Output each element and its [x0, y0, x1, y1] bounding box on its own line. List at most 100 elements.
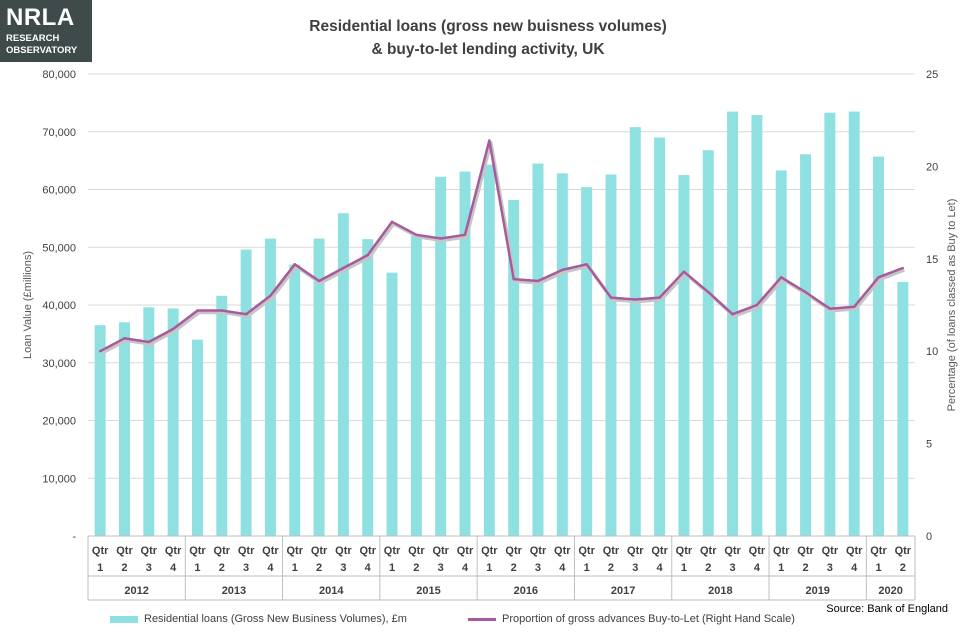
legend-bar: Residential loans (Gross New Business Vo…	[110, 613, 407, 625]
bar	[94, 325, 106, 536]
quarter-label-number: 4	[657, 562, 664, 574]
year-label: 2015	[416, 585, 440, 597]
line-point	[634, 298, 637, 301]
quarter-label-word: Qtr	[214, 545, 231, 557]
nrla-logo: NRLA RESEARCH OBSERVATORY	[0, 0, 92, 62]
y-tick-label: 70,000	[42, 127, 76, 139]
year-label: 2014	[319, 585, 344, 597]
year-label: 2013	[222, 585, 246, 597]
logo-line1: RESEARCH	[6, 33, 60, 44]
bar	[678, 175, 690, 536]
quarter-label-number: 4	[754, 562, 761, 574]
bar	[775, 170, 787, 536]
line-point	[439, 237, 442, 240]
line-point	[244, 313, 248, 316]
line-point	[98, 350, 102, 353]
year-label: 2017	[611, 585, 635, 597]
quarter-label-number: 2	[511, 562, 517, 574]
quarter-label-number: 3	[535, 562, 541, 574]
y-tick-label: 60,000	[42, 185, 76, 197]
quarter-label-number: 1	[875, 562, 881, 574]
quarter-label-word: Qtr	[92, 545, 109, 557]
quarter-label-word: Qtr	[481, 545, 498, 557]
bar	[410, 235, 422, 536]
y-tick-label: 80,000	[42, 69, 76, 81]
quarter-label-word: Qtr	[287, 545, 304, 557]
logo-brand: NRLA	[6, 4, 75, 31]
line-point	[585, 263, 588, 266]
year-label: 2020	[878, 585, 902, 597]
line-point	[123, 337, 126, 340]
quarter-label-word: Qtr	[724, 545, 741, 557]
y2-tick-label: 5	[926, 439, 932, 451]
quarter-label-number: 3	[340, 562, 346, 574]
quarter-label-number: 1	[584, 562, 590, 574]
quarter-label-word: Qtr	[189, 545, 206, 557]
bar	[897, 281, 909, 536]
bar	[435, 176, 447, 537]
quarter-label-number: 3	[827, 562, 833, 574]
quarter-label-word: Qtr	[141, 545, 158, 557]
source-note: Source: Bank of England	[826, 603, 948, 615]
quarter-label-word: Qtr	[773, 545, 790, 557]
line-point	[561, 268, 564, 272]
line-point	[196, 309, 199, 312]
quarter-label-number: 2	[219, 562, 225, 574]
bar	[751, 115, 763, 536]
y-axis-left-ticks: - 10,000 20,000 30,000 40,000 50,000 60,000 70,…	[42, 69, 76, 543]
bar	[289, 264, 301, 536]
quarter-label-number: 1	[778, 562, 784, 574]
quarter-label-number: 2	[413, 562, 419, 574]
bar	[483, 164, 495, 537]
quarter-label-number: 4	[170, 562, 177, 574]
line-point	[682, 270, 686, 273]
bar	[727, 111, 739, 536]
quarter-label-number: 4	[365, 562, 372, 574]
y2-tick-label: 15	[926, 254, 938, 266]
bar	[191, 339, 203, 536]
quarter-label-word: Qtr	[651, 545, 668, 557]
year-label: 2016	[514, 585, 538, 597]
y2-tick-label: 0	[926, 531, 932, 543]
line-point	[293, 263, 296, 266]
year-label: 2018	[708, 585, 732, 597]
line-point	[342, 266, 345, 270]
legend-bar-swatch	[110, 615, 138, 623]
quarter-label-word: Qtr	[870, 545, 887, 557]
logo-line2: OBSERVATORY	[6, 45, 78, 56]
bar	[532, 163, 544, 536]
quarter-label-number: 2	[608, 562, 614, 574]
legend-line-label: Proportion of gross advances Buy-to-Let …	[502, 613, 795, 625]
year-label: 2012	[124, 585, 148, 597]
quarter-label-word: Qtr	[895, 545, 912, 557]
y-tick-label: 20,000	[42, 416, 76, 428]
bar	[337, 213, 349, 537]
bar	[216, 295, 228, 536]
line-point	[755, 303, 759, 307]
y-tick-label: -	[72, 531, 76, 543]
line-point	[877, 276, 880, 279]
bar	[824, 112, 836, 536]
legend-line: Proportion of gross advances Buy-to-Let …	[468, 613, 795, 625]
quarter-label-number: 4	[267, 562, 274, 574]
quarter-label-number: 3	[730, 562, 736, 574]
quarter-label-word: Qtr	[311, 545, 328, 557]
bar	[240, 249, 252, 536]
quarter-label-number: 4	[462, 562, 469, 574]
line-point	[269, 294, 272, 297]
line-point	[536, 279, 540, 283]
bar	[313, 238, 325, 536]
quarter-label-word: Qtr	[408, 545, 425, 557]
line-point	[658, 296, 661, 299]
quarter-label-number: 1	[97, 562, 103, 574]
bar	[702, 150, 714, 537]
quarter-label-word: Qtr	[384, 545, 401, 557]
quarter-label-number: 2	[316, 562, 322, 574]
line-point	[828, 307, 832, 310]
quarter-label-word: Qtr	[749, 545, 766, 557]
quarter-label-number: 3	[243, 562, 249, 574]
quarter-label-number: 3	[632, 562, 638, 574]
bar	[800, 154, 812, 536]
bar	[119, 322, 130, 536]
